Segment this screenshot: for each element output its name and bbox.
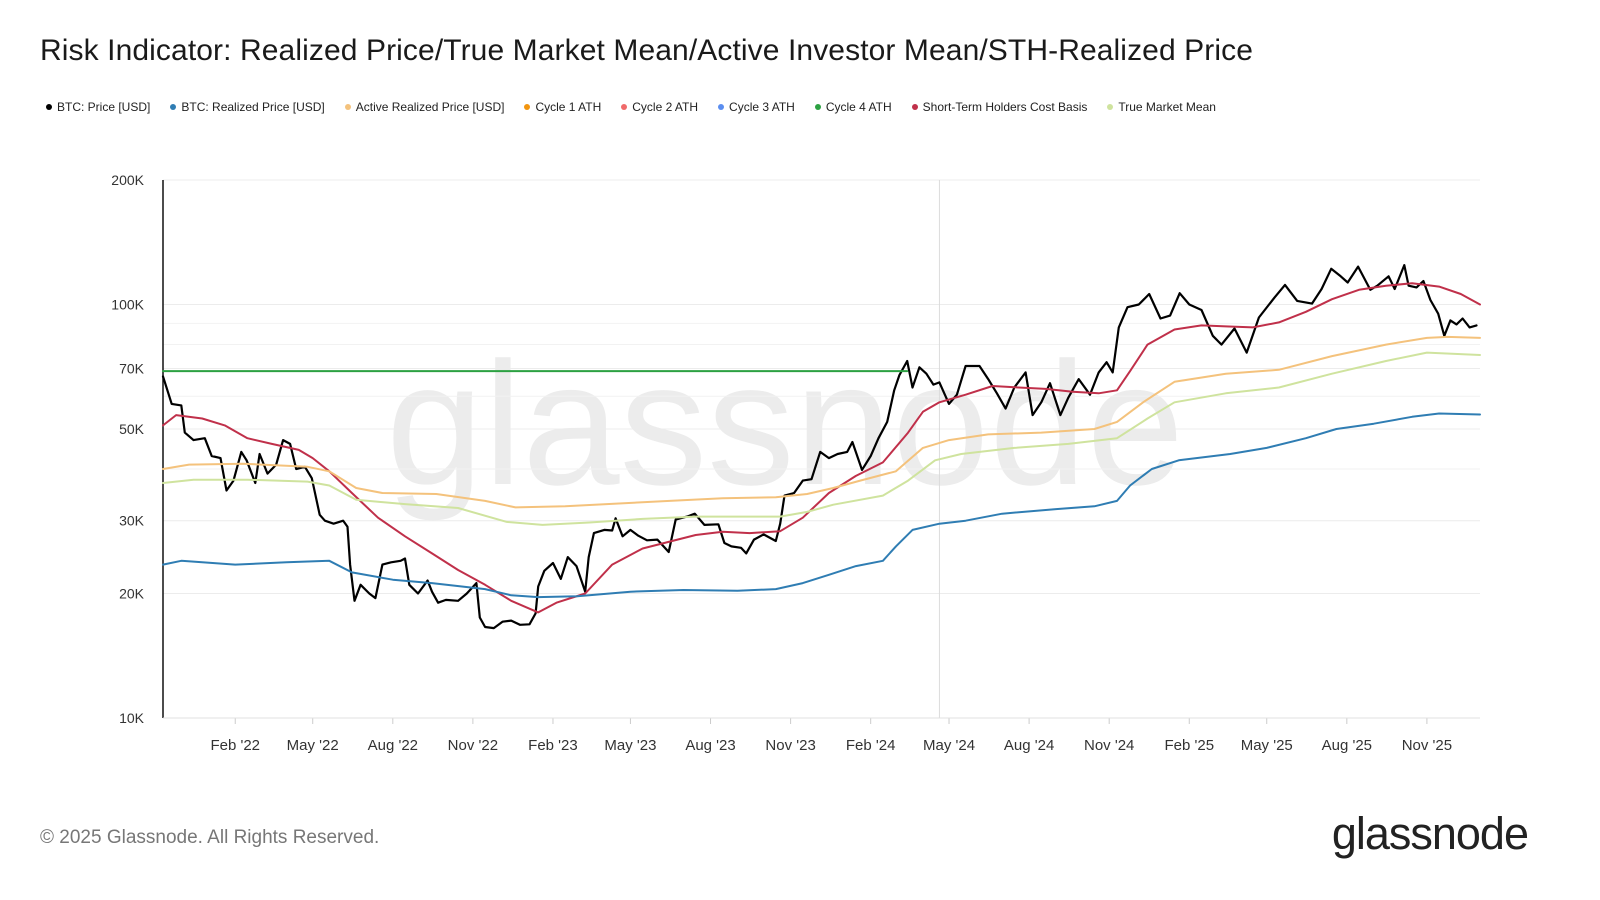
x-tick-label: Feb '24 xyxy=(846,737,896,754)
y-tick-label: 50K xyxy=(119,421,145,437)
legend-label: BTC: Price [USD] xyxy=(57,100,151,114)
legend-label: True Market Mean xyxy=(1118,100,1216,114)
x-tick-label: Aug '24 xyxy=(1004,737,1054,754)
x-tick-label: Nov '25 xyxy=(1402,737,1452,754)
legend-item[interactable]: Cycle 4 ATH xyxy=(814,100,892,114)
y-tick-label: 10K xyxy=(119,710,145,726)
x-tick-label: Nov '24 xyxy=(1084,737,1134,754)
x-tick-label: Nov '23 xyxy=(765,737,815,754)
watermark-text: glassnode xyxy=(386,327,1184,522)
glassnode-logo: glassnode xyxy=(1331,808,1529,859)
x-tick-label: Feb '25 xyxy=(1164,737,1214,754)
x-tick-label: Feb '22 xyxy=(210,737,260,754)
legend-label: BTC: Realized Price [USD] xyxy=(181,100,325,114)
series-line-tmm xyxy=(162,351,1481,526)
legend-dot-icon xyxy=(170,104,177,110)
x-tick-label: Aug '25 xyxy=(1322,737,1372,754)
x-tick-label: Aug '23 xyxy=(685,737,735,754)
legend-item[interactable]: Cycle 1 ATH xyxy=(524,100,601,114)
y-tick-label: 20K xyxy=(119,586,145,602)
series-line-active xyxy=(162,335,1481,509)
copyright-text: © 2025 Glassnode. All Rights Reserved. xyxy=(40,827,380,848)
y-tick-label: 70K xyxy=(119,361,145,377)
legend-dot-icon xyxy=(344,104,351,110)
legend-label: Cycle 3 ATH xyxy=(729,100,795,114)
x-tick-label: May '23 xyxy=(604,737,656,754)
legend-dot-icon xyxy=(46,104,52,110)
y-tick-label: 30K xyxy=(119,513,145,529)
legend-item[interactable]: True Market Mean xyxy=(1107,100,1216,114)
series-lines xyxy=(161,264,1481,630)
chart-title: Risk Indicator: Realized Price/True Mark… xyxy=(40,34,1254,67)
legend-item[interactable]: Cycle 3 ATH xyxy=(718,100,795,114)
x-tick-label: Feb '23 xyxy=(528,737,578,754)
x-tick-label: Aug '22 xyxy=(368,737,418,754)
axes: 10K 20K 30K 50K 70K 100K 200K Feb '22 May '22 Aug… xyxy=(111,172,1480,754)
x-tick-label: May '24 xyxy=(923,737,975,754)
y-tick-label: 200K xyxy=(111,172,144,188)
legend-label: Cycle 2 ATH xyxy=(632,100,699,114)
legend-item[interactable]: BTC: Price [USD] xyxy=(46,100,150,114)
legend-dot-icon xyxy=(524,104,531,110)
legend: BTC: Price [USD] BTC: Realized Price [USD… xyxy=(46,100,1216,114)
x-tick-label: May '22 xyxy=(287,737,339,754)
series-line-realized xyxy=(162,412,1481,599)
legend-label: Cycle 1 ATH xyxy=(535,100,602,114)
y-tick-label: 100K xyxy=(111,296,144,312)
legend-item[interactable]: Short-Term Holders Cost Basis xyxy=(911,100,1088,114)
legend-dot-icon xyxy=(621,104,628,110)
x-tick-label: Nov '22 xyxy=(448,737,498,754)
legend-item[interactable]: Cycle 2 ATH xyxy=(621,100,698,114)
x-tick-label: May '25 xyxy=(1241,737,1293,754)
legend-label: Short-Term Holders Cost Basis xyxy=(922,100,1088,114)
legend-label: Cycle 4 ATH xyxy=(825,100,892,114)
legend-dot-icon xyxy=(911,104,918,110)
grid-lines xyxy=(163,179,1480,719)
legend-dot-icon xyxy=(718,104,725,110)
series-line-sth xyxy=(162,282,1481,614)
legend-dot-icon xyxy=(1107,104,1114,110)
legend-dot-icon xyxy=(814,104,821,110)
series-line-price xyxy=(161,264,1478,630)
legend-item[interactable]: Active Realized Price [USD] xyxy=(344,100,505,114)
legend-label: Active Realized Price [USD] xyxy=(355,100,505,114)
legend-item[interactable]: BTC: Realized Price [USD] xyxy=(170,100,325,114)
